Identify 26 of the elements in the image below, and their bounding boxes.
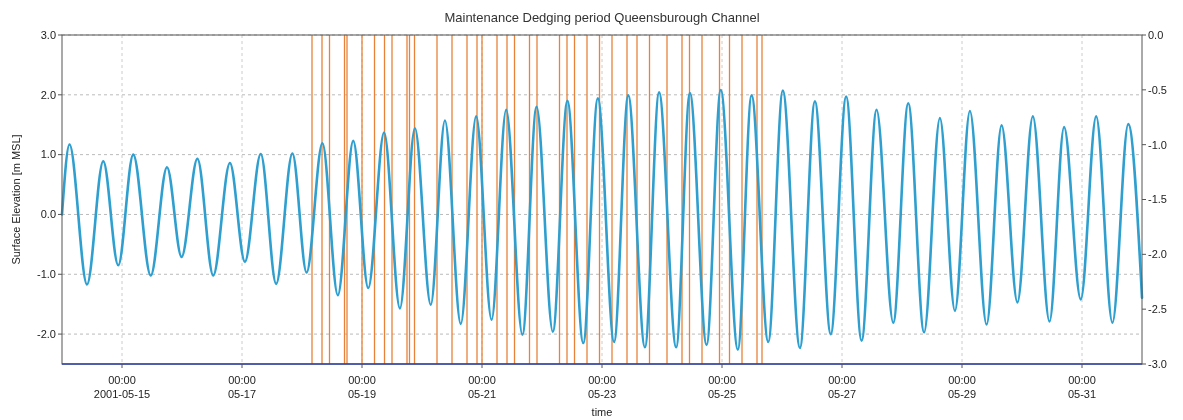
x-tick-label: 00:00 05-27 bbox=[827, 374, 857, 400]
x-tick-label: 00:00 2001-05-15 bbox=[93, 374, 151, 400]
x-axis-title: time bbox=[591, 406, 613, 418]
y-tick-label: 2.0 bbox=[40, 88, 56, 101]
y2-tick-label: -0.5 bbox=[1148, 83, 1167, 96]
x-tick-label: 00:00 05-25 bbox=[707, 374, 737, 400]
x-tick-label: 00:00 05-21 bbox=[467, 374, 497, 400]
chart-title: Maintenance Dedging period Queensburough Channel bbox=[444, 10, 760, 25]
y2-tick-label: -1.5 bbox=[1148, 193, 1167, 206]
line-series bbox=[60, 88, 1144, 351]
y2-tick-label: -2.5 bbox=[1148, 303, 1167, 316]
y2-tick-label: 0.0 bbox=[1148, 28, 1164, 41]
x-tick-label: 00:00 05-31 bbox=[1067, 374, 1097, 400]
x-tick-label: 00:00 05-17 bbox=[227, 374, 257, 400]
y-tick-label: 0.0 bbox=[40, 208, 56, 221]
x-tick-label: 00:00 05-19 bbox=[347, 374, 377, 400]
y2-tick-label: -1.0 bbox=[1148, 138, 1167, 151]
y-tick-label: -2.0 bbox=[37, 327, 56, 340]
x-tick-label: 00:00 05-29 bbox=[947, 374, 977, 400]
y2-tick-label: -2.0 bbox=[1148, 248, 1167, 261]
y2-tick-label: -3.0 bbox=[1148, 357, 1167, 370]
y-axis-title: Surface Elevation [m MSL] bbox=[10, 134, 22, 265]
x-tick-label: 00:00 05-23 bbox=[587, 374, 617, 400]
y-tick-label: -1.0 bbox=[37, 268, 56, 281]
y-tick-label: 1.0 bbox=[40, 148, 56, 161]
y-tick-label: 3.0 bbox=[40, 28, 56, 41]
